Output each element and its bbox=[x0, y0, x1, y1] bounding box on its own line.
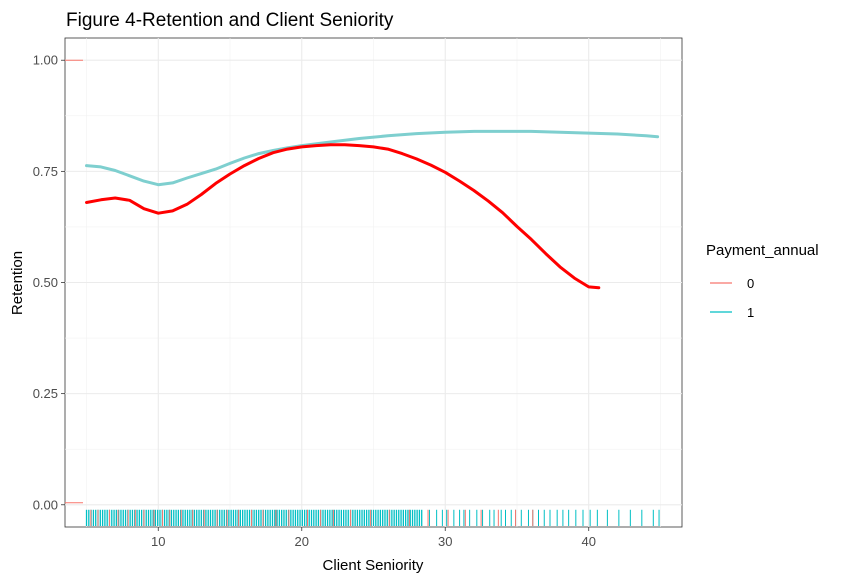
tick-layer: 10 20 30 40 0.00 0.25 0.50 0.75 1.00 bbox=[33, 53, 596, 549]
y-axis-title: Retention bbox=[9, 251, 26, 315]
y-tick-label: 0.25 bbox=[33, 386, 58, 401]
x-tick-label: 10 bbox=[151, 534, 165, 549]
grid-layer bbox=[65, 38, 682, 527]
y-tick-label: 1.00 bbox=[33, 53, 58, 68]
y-tick-label: 0.00 bbox=[33, 497, 58, 512]
y-tick-label: 0.75 bbox=[33, 164, 58, 179]
series-line-0 bbox=[85, 143, 601, 290]
y-tick-label: 0.50 bbox=[33, 275, 58, 290]
x-axis-title: Client Seniority bbox=[323, 557, 424, 574]
x-tick-label: 30 bbox=[438, 534, 452, 549]
rug-layer bbox=[65, 59, 660, 526]
chart-title: Figure 4-Retention and Client Seniority bbox=[66, 10, 394, 31]
legend-label-0: 0 bbox=[747, 276, 754, 291]
legend-label-1: 1 bbox=[747, 305, 754, 320]
legend: Payment_annual 0 1 bbox=[706, 242, 819, 320]
x-tick-label: 40 bbox=[581, 534, 595, 549]
x-tick-label: 20 bbox=[295, 534, 309, 549]
series-layer bbox=[85, 129, 660, 290]
legend-title: Payment_annual bbox=[706, 242, 819, 259]
